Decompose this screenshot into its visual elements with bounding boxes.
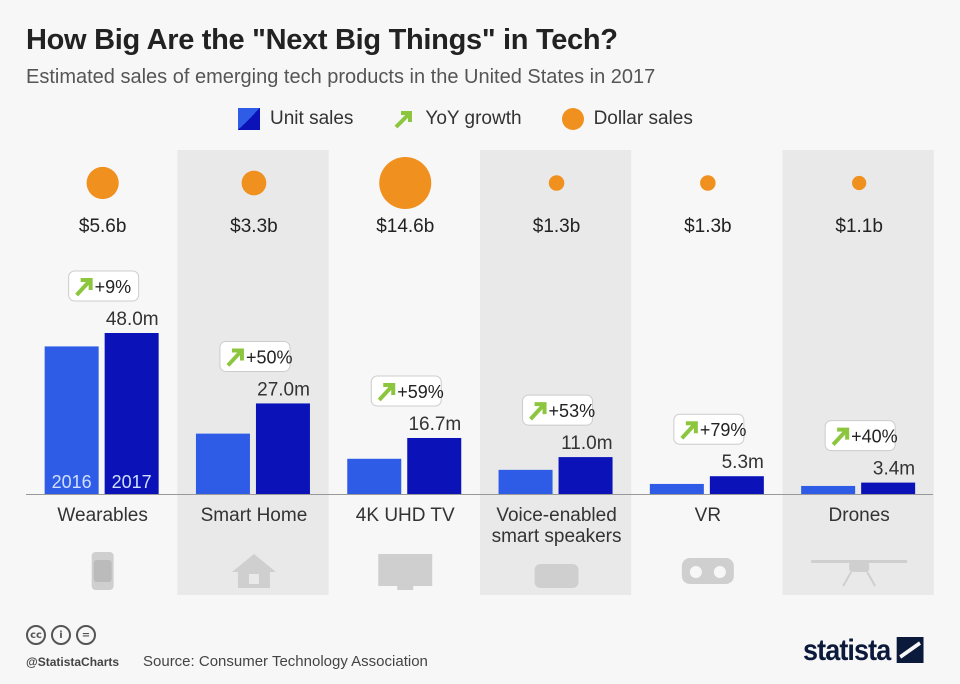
vr-headset-icon xyxy=(681,558,734,584)
dollar-swatch xyxy=(561,108,584,130)
dollar-sales-bubble xyxy=(86,166,119,200)
dollar-sales-label: $3.3b xyxy=(230,216,278,237)
twitter-handle: @StatistaCharts xyxy=(26,655,120,669)
bar-2017 xyxy=(709,476,764,494)
yoy-growth-label: +50% xyxy=(246,347,293,367)
column-shade xyxy=(782,150,934,595)
smart-speaker-icon xyxy=(534,564,579,588)
bar-2016 xyxy=(347,458,402,494)
dollar-sales-bubble xyxy=(379,157,432,209)
bar-2017 xyxy=(861,482,916,494)
logo-text: statista xyxy=(803,634,891,667)
category-label: smart speakers xyxy=(492,526,622,547)
yoy-growth-label: +59% xyxy=(397,382,444,402)
chart-subtitle: Estimated sales of emerging tech product… xyxy=(26,66,656,88)
dollar-sales-label: $1.1b xyxy=(835,216,883,237)
category-label: Drones xyxy=(829,505,890,526)
dollar-sales-label: $14.6b xyxy=(376,216,434,237)
year-label-2016: 2016 xyxy=(52,472,92,492)
dollar-sales-bubble xyxy=(852,175,867,191)
unit-sales-label: 3.4m xyxy=(873,459,915,480)
category-label: 4K UHD TV xyxy=(356,505,455,526)
arrow-up-right-icon xyxy=(680,421,698,440)
drone-icon xyxy=(811,560,908,587)
chart-title: How Big Are the "Next Big Things" in Tec… xyxy=(26,24,618,56)
legend-label: Dollar sales xyxy=(593,108,693,129)
tv-icon xyxy=(378,554,433,590)
category-label: Wearables xyxy=(57,505,147,526)
arrow-up-right-icon xyxy=(831,427,850,446)
yoy-growth-label: +53% xyxy=(549,401,596,421)
legend-dollar-sales: Dollar sales xyxy=(561,108,693,130)
nd-icon: = xyxy=(76,625,96,645)
source: Source: Consumer Technology Association xyxy=(143,653,428,670)
by-icon: i xyxy=(51,625,71,645)
bar-2016 xyxy=(801,485,856,494)
dollar-sales-label: $5.6b xyxy=(79,216,127,237)
arrow-up-right-icon xyxy=(75,278,93,297)
bar-2017 xyxy=(407,437,462,494)
bar-2016 xyxy=(498,469,553,494)
bar-2017 xyxy=(558,457,613,494)
yoy-growth-label: +79% xyxy=(700,420,747,440)
smartwatch-icon xyxy=(91,552,114,590)
statista-logo[interactable]: statista xyxy=(803,634,924,668)
year-label-2017: 2017 xyxy=(112,472,152,492)
legend-label: YoY growth xyxy=(425,108,522,129)
legend-yoy-growth: YoY growth xyxy=(393,108,522,130)
yoy-growth-label: +40% xyxy=(851,427,898,447)
unit-sales-label: 11.0m xyxy=(561,433,612,454)
creative-commons-icons: cc i = xyxy=(26,625,96,645)
category-label: Smart Home xyxy=(201,505,308,526)
arrow-up-right-icon xyxy=(377,382,396,402)
category-label: VR xyxy=(695,505,721,526)
dollar-sales-bubble xyxy=(700,175,716,191)
unit-sales-label: 5.3m xyxy=(722,452,764,473)
bar-2016 xyxy=(195,433,250,494)
bar-2016 xyxy=(44,346,99,494)
legend: Unit sales YoY growth Dollar sales xyxy=(238,108,693,130)
category-label: Voice-enabled xyxy=(496,505,616,526)
house-icon xyxy=(231,554,276,588)
unit-sales-label: 27.0m xyxy=(257,379,310,400)
cc-icon: cc xyxy=(26,625,46,645)
arrow-up-right-icon xyxy=(226,348,244,367)
arrow-up-right-icon xyxy=(529,402,547,421)
dollar-sales-bubble xyxy=(241,170,267,196)
yoy-growth-label: +9% xyxy=(95,277,132,297)
dollar-sales-label: $1.3b xyxy=(684,216,732,237)
bar-2017 xyxy=(255,403,310,494)
legend-label: Unit sales xyxy=(270,108,354,129)
bar-2017 xyxy=(104,333,159,494)
column-shade xyxy=(479,150,632,595)
dollar-sales-bubble xyxy=(548,175,565,191)
legend-unit-sales: Unit sales xyxy=(238,108,353,130)
unit-sales-label: 48.0m xyxy=(106,309,159,330)
bar-2016 xyxy=(649,483,704,494)
unit-sales-swatch xyxy=(238,108,260,130)
statista-logo-icon xyxy=(896,637,924,663)
dollar-sales-label: $1.3b xyxy=(533,216,581,237)
column-shade xyxy=(177,150,329,595)
arrow-up-right-icon xyxy=(395,111,413,129)
unit-sales-label: 16.7m xyxy=(408,414,461,435)
